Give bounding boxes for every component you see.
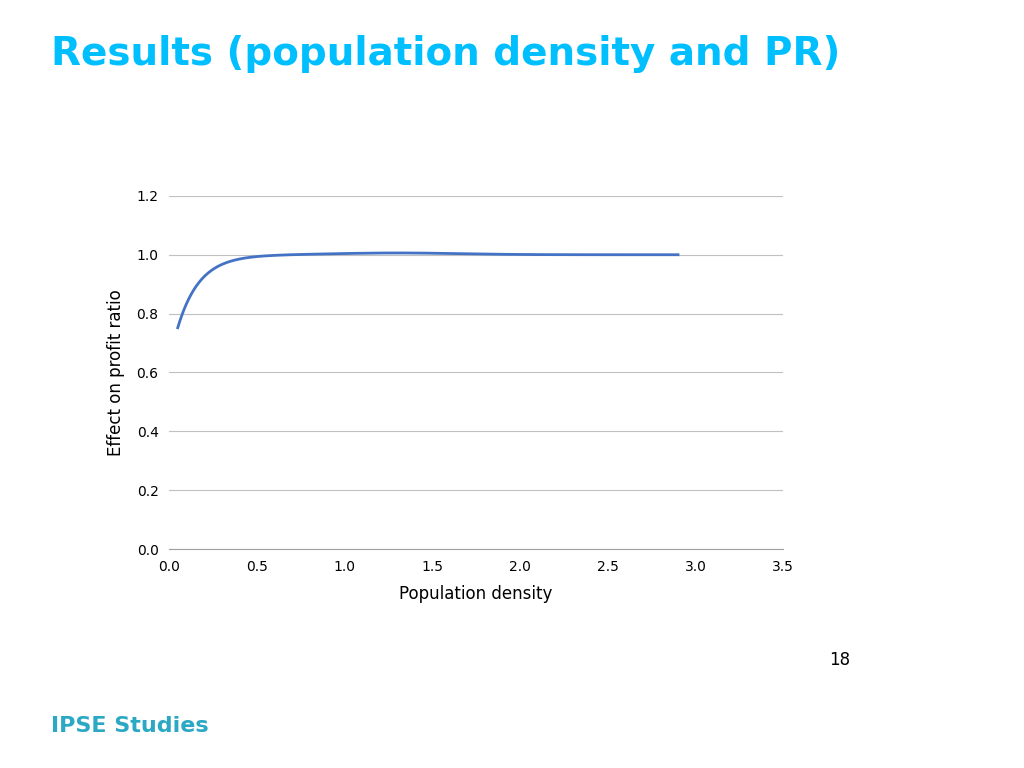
- Text: Results (population density and PR): Results (population density and PR): [51, 35, 841, 72]
- Text: 18: 18: [829, 650, 850, 669]
- Y-axis label: Effect on profit ratio: Effect on profit ratio: [108, 289, 125, 456]
- X-axis label: Population density: Population density: [399, 584, 553, 603]
- Text: IPSE Studies: IPSE Studies: [51, 716, 209, 736]
